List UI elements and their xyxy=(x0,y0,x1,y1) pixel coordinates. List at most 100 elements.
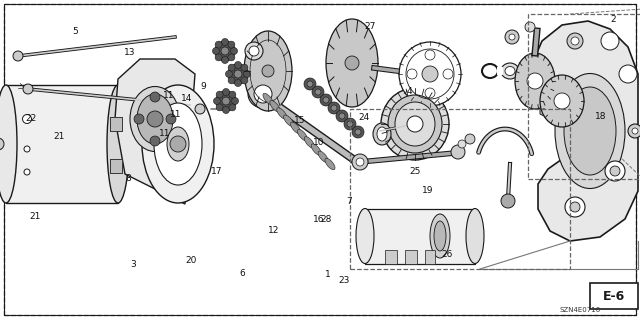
Circle shape xyxy=(262,65,274,77)
Bar xyxy=(110,159,122,173)
Circle shape xyxy=(601,32,619,50)
Ellipse shape xyxy=(270,100,280,112)
Circle shape xyxy=(195,104,205,114)
Ellipse shape xyxy=(373,123,391,145)
Circle shape xyxy=(23,84,33,94)
Circle shape xyxy=(166,114,176,124)
Circle shape xyxy=(328,102,340,114)
Bar xyxy=(110,117,122,131)
Ellipse shape xyxy=(311,144,321,155)
Circle shape xyxy=(501,194,515,208)
Circle shape xyxy=(228,41,235,48)
Circle shape xyxy=(347,121,353,127)
Bar xyxy=(110,159,122,173)
Circle shape xyxy=(632,128,638,134)
Text: 27: 27 xyxy=(364,22,376,31)
Circle shape xyxy=(344,118,356,130)
Text: 3: 3 xyxy=(131,260,136,269)
Text: 5: 5 xyxy=(73,27,78,36)
Circle shape xyxy=(567,33,583,49)
Text: 16: 16 xyxy=(313,215,324,224)
Circle shape xyxy=(225,70,232,78)
Circle shape xyxy=(234,62,241,69)
Circle shape xyxy=(234,79,241,86)
Circle shape xyxy=(223,107,230,114)
Text: 18: 18 xyxy=(595,112,606,121)
Ellipse shape xyxy=(291,122,301,134)
Circle shape xyxy=(215,41,222,48)
Circle shape xyxy=(24,169,30,175)
Text: 7: 7 xyxy=(346,197,351,206)
Bar xyxy=(365,209,475,264)
Ellipse shape xyxy=(505,66,515,76)
Circle shape xyxy=(241,64,248,71)
Text: 21: 21 xyxy=(29,212,41,221)
Ellipse shape xyxy=(356,209,374,263)
Circle shape xyxy=(214,98,221,105)
Ellipse shape xyxy=(381,88,449,160)
Circle shape xyxy=(355,129,361,135)
Bar xyxy=(350,109,570,269)
Text: 8: 8 xyxy=(125,174,131,182)
Circle shape xyxy=(216,91,223,98)
Circle shape xyxy=(147,111,163,127)
Circle shape xyxy=(571,37,579,45)
Ellipse shape xyxy=(137,94,173,144)
Text: 15: 15 xyxy=(294,116,305,125)
Text: 1: 1 xyxy=(325,271,330,279)
Circle shape xyxy=(221,56,228,63)
Circle shape xyxy=(170,136,186,152)
Circle shape xyxy=(356,158,364,166)
Circle shape xyxy=(229,104,236,111)
Bar xyxy=(405,250,417,264)
Circle shape xyxy=(13,51,23,61)
Circle shape xyxy=(234,70,242,78)
Ellipse shape xyxy=(276,108,287,119)
Ellipse shape xyxy=(555,73,625,189)
Bar xyxy=(497,67,503,75)
Text: SZN4E0710: SZN4E0710 xyxy=(559,307,600,313)
Circle shape xyxy=(228,64,248,84)
Ellipse shape xyxy=(430,214,450,258)
Ellipse shape xyxy=(154,103,202,185)
Ellipse shape xyxy=(515,53,555,109)
Ellipse shape xyxy=(107,85,129,203)
Circle shape xyxy=(465,134,475,144)
Circle shape xyxy=(422,66,438,82)
Circle shape xyxy=(628,124,640,138)
Ellipse shape xyxy=(564,87,616,175)
Circle shape xyxy=(331,105,337,111)
Text: 4: 4 xyxy=(407,87,412,96)
Ellipse shape xyxy=(167,127,189,161)
Circle shape xyxy=(509,34,515,40)
Circle shape xyxy=(134,114,144,124)
Ellipse shape xyxy=(501,63,519,79)
Circle shape xyxy=(339,113,345,119)
Text: 11: 11 xyxy=(159,129,171,138)
Ellipse shape xyxy=(466,209,484,263)
Circle shape xyxy=(245,42,263,60)
Circle shape xyxy=(307,81,313,87)
Circle shape xyxy=(221,47,229,55)
Ellipse shape xyxy=(284,115,294,126)
Circle shape xyxy=(312,86,324,98)
Circle shape xyxy=(320,94,332,106)
Circle shape xyxy=(150,92,160,102)
Ellipse shape xyxy=(377,127,387,141)
Circle shape xyxy=(241,77,248,84)
Bar xyxy=(110,117,122,131)
Circle shape xyxy=(315,89,321,95)
Ellipse shape xyxy=(325,158,335,170)
Circle shape xyxy=(215,54,222,61)
Circle shape xyxy=(407,69,417,79)
Text: 10: 10 xyxy=(313,138,324,147)
Ellipse shape xyxy=(388,95,442,153)
Ellipse shape xyxy=(540,75,584,127)
Circle shape xyxy=(22,115,31,123)
Circle shape xyxy=(228,64,235,71)
Bar xyxy=(590,283,638,309)
Text: 12: 12 xyxy=(268,226,280,235)
Circle shape xyxy=(443,69,453,79)
Circle shape xyxy=(407,116,423,132)
Polygon shape xyxy=(532,21,638,241)
